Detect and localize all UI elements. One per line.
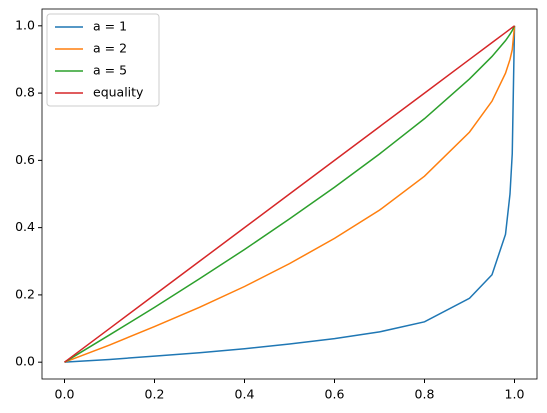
series-line [64, 25, 516, 363]
x-tick-label: 1.0 [505, 387, 525, 402]
legend-label: equality [93, 85, 144, 100]
x-tick-label: 0.2 [145, 387, 165, 402]
legend-label: a = 1 [93, 19, 127, 34]
legend: a = 1 a = 2 a = 5 equality [46, 13, 160, 107]
y-tick-label: 0.0 [15, 354, 35, 369]
series-line [64, 25, 515, 363]
legend-label: a = 5 [93, 63, 127, 78]
axes-frame [41, 8, 538, 380]
y-tick-label: 0.2 [15, 286, 35, 301]
x-tick-label: 0.4 [235, 387, 255, 402]
y-tick-label: 0.8 [15, 85, 35, 100]
series-line [64, 25, 516, 363]
y-tick-label: 1.0 [15, 17, 35, 32]
series-line [64, 25, 516, 363]
y-tick-label: 0.6 [15, 152, 35, 167]
x-tick-label: 0.8 [415, 387, 435, 402]
legend-label: a = 2 [93, 41, 127, 56]
x-tick-label: 0.0 [55, 387, 75, 402]
legend-box [46, 13, 160, 107]
x-tick-label: 0.6 [325, 387, 345, 402]
y-tick-label: 0.4 [15, 219, 35, 234]
